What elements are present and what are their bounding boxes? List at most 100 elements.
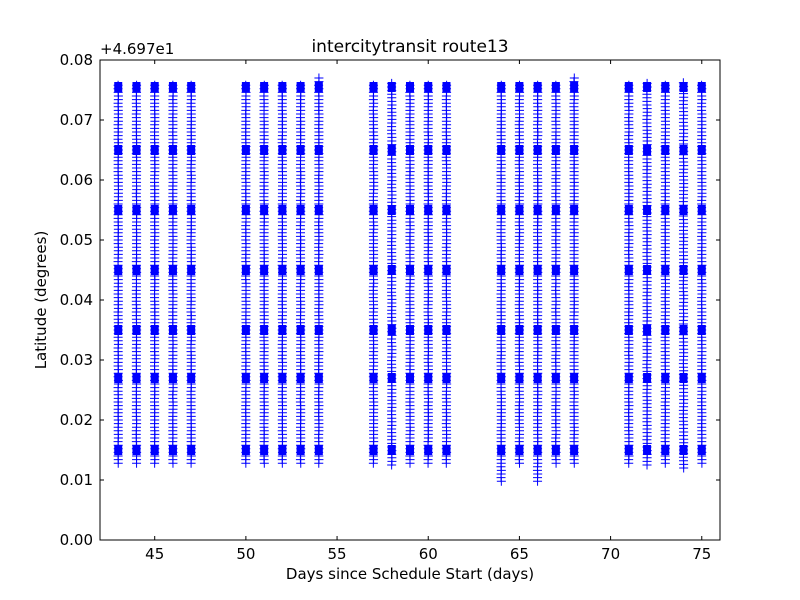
- y-tick-label: 0.08: [60, 51, 93, 69]
- data-point-cluster: [114, 325, 123, 335]
- data-point-cluster: [643, 445, 652, 455]
- axis-ticks: [100, 59, 720, 541]
- data-point-cluster: [424, 445, 433, 455]
- day-column-67: [551, 80, 561, 468]
- data-point-cluster: [114, 445, 123, 455]
- data-point-cluster: [278, 82, 287, 92]
- day-column-72: [642, 78, 652, 470]
- data-point-cluster: [661, 145, 670, 155]
- data-point-cluster: [114, 265, 123, 275]
- tick-labels: 45 50 55 60 65 70 75 0.00 0.01 0.02 0.03 0.04 0.05 0.…: [60, 51, 712, 563]
- day-column-65: [514, 80, 525, 468]
- data-point-cluster: [643, 205, 652, 215]
- data-point-cluster: [643, 265, 652, 275]
- data-point-cluster: [150, 82, 159, 92]
- x-tick-label: 55: [328, 545, 347, 563]
- data-point-cluster: [570, 265, 579, 275]
- x-tick-label: 75: [692, 545, 711, 563]
- data-point-cluster: [132, 145, 141, 155]
- data-point-cluster: [314, 82, 323, 92]
- data-point-cluster: [679, 205, 688, 215]
- day-column-46: [168, 80, 178, 468]
- x-tick-label: 65: [510, 545, 529, 563]
- data-point-cluster: [132, 445, 141, 455]
- data-point-cluster: [697, 265, 706, 275]
- data-point-cluster: [132, 325, 141, 335]
- data-point-cluster: [241, 445, 250, 455]
- data-point-cluster: [551, 325, 560, 335]
- data-point-cluster: [132, 82, 141, 92]
- data-point-cluster: [570, 82, 579, 92]
- data-point-cluster: [387, 145, 396, 155]
- data-point-cluster: [624, 145, 633, 155]
- data-point-cluster: [515, 373, 524, 383]
- data-point: [569, 73, 579, 83]
- data-point-cluster: [442, 325, 451, 335]
- day-column-61: [441, 80, 452, 468]
- y-tick-label: 0.04: [60, 291, 93, 309]
- data-point-cluster: [260, 373, 269, 383]
- data-point-cluster: [661, 373, 670, 383]
- data-point-cluster: [697, 205, 706, 215]
- data-point-cluster: [661, 325, 670, 335]
- data-point-cluster: [150, 445, 159, 455]
- y-axis-label: Latitude (degrees): [32, 231, 50, 370]
- data-point-cluster: [643, 145, 652, 155]
- data-point-cluster: [424, 145, 433, 155]
- data-point-cluster: [369, 145, 378, 155]
- data-point-cluster: [643, 82, 652, 92]
- data-point-cluster: [533, 373, 542, 383]
- data-point-cluster: [570, 445, 579, 455]
- data-point-cluster: [424, 205, 433, 215]
- x-tick-label: 50: [236, 545, 255, 563]
- data-point-cluster: [278, 373, 287, 383]
- data-point-cluster: [260, 445, 269, 455]
- data-point-cluster: [314, 325, 323, 335]
- data-point-cluster: [150, 325, 159, 335]
- data-point-cluster: [260, 325, 269, 335]
- data-point-cluster: [278, 145, 287, 155]
- x-tick-label: 60: [419, 545, 438, 563]
- data-point-cluster: [624, 325, 633, 335]
- data-point-cluster: [114, 145, 123, 155]
- y-tick-label: 0.00: [60, 531, 93, 549]
- data-point-cluster: [679, 265, 688, 275]
- data-point-cluster: [369, 445, 378, 455]
- data-point-cluster: [387, 265, 396, 275]
- data-point-cluster: [424, 82, 433, 92]
- data-point-cluster: [260, 205, 269, 215]
- day-column-45: [150, 80, 160, 468]
- data-point-cluster: [661, 265, 670, 275]
- data-point-cluster: [497, 373, 506, 383]
- data-point-cluster: [442, 445, 451, 455]
- day-column-68: [569, 73, 579, 468]
- data-point-cluster: [187, 82, 196, 92]
- data-point-cluster: [515, 205, 524, 215]
- data-point-cluster: [497, 82, 506, 92]
- data-point-cluster: [697, 445, 706, 455]
- data-point-cluster: [442, 205, 451, 215]
- data-point-cluster: [241, 205, 250, 215]
- data-point-cluster: [296, 82, 305, 92]
- data-point-cluster: [387, 82, 396, 92]
- data-point-cluster: [406, 205, 414, 215]
- data-point-cluster: [168, 325, 177, 335]
- data-point-cluster: [697, 373, 706, 383]
- data-point-cluster: [442, 82, 451, 92]
- data-point-cluster: [314, 145, 323, 155]
- data-point-cluster: [442, 145, 451, 155]
- data-point-cluster: [241, 82, 250, 92]
- day-column-57: [368, 80, 379, 468]
- data-point-cluster: [168, 265, 177, 275]
- data-point-cluster: [679, 325, 688, 335]
- data-point-cluster: [515, 82, 524, 92]
- data-point-cluster: [296, 205, 305, 215]
- data-point-cluster: [150, 373, 159, 383]
- day-column-43: [113, 80, 123, 468]
- data-point-cluster: [515, 145, 524, 155]
- data-point-cluster: [387, 205, 396, 215]
- data-point-cluster: [278, 325, 287, 335]
- y-offset-label: +4.697e1: [100, 40, 174, 58]
- data-point-cluster: [570, 205, 579, 215]
- data-point-cluster: [424, 325, 433, 335]
